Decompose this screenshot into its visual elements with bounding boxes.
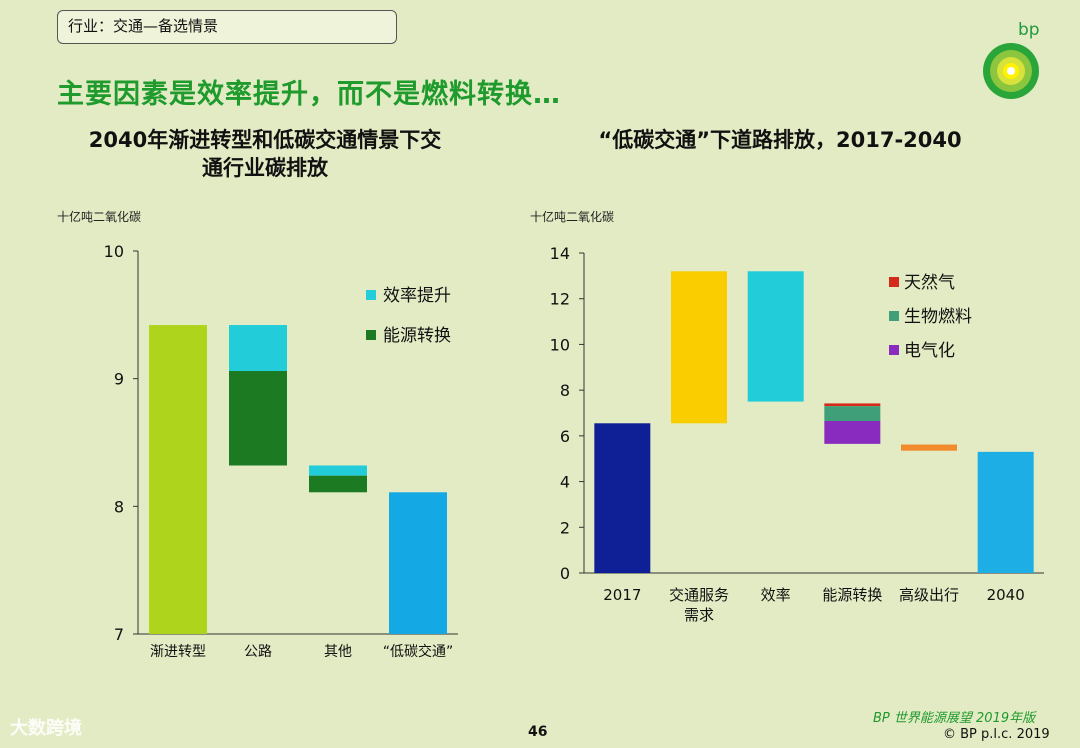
right-bar-5-total <box>977 451 1034 573</box>
page-number: 46 <box>528 724 548 740</box>
right-y-tick-label: 2 <box>560 518 570 537</box>
right-legend-label: 天然气 <box>904 273 955 293</box>
left-y-tick-label: 8 <box>114 497 124 516</box>
left-y-tick-label: 10 <box>104 242 124 261</box>
right-x-tick-label: 需求 <box>684 606 714 624</box>
watermark-text: 大数跨境 <box>10 718 82 739</box>
left-x-tick-label: “低碳交通” <box>383 643 454 660</box>
right-x-tick-label: 2017 <box>603 586 641 604</box>
right-legend-swatch <box>889 277 899 287</box>
left-bar-3-total <box>389 492 447 634</box>
left-x-tick-label: 其他 <box>324 644 352 660</box>
left-legend-label: 能源转换 <box>383 326 451 346</box>
right-legend-label: 生物燃料 <box>904 307 972 327</box>
footer-brand: BP 世界能源展望 2019年版 <box>873 711 1036 726</box>
left-y-tick-label: 7 <box>114 625 124 644</box>
left-bar-1-效率提升 <box>229 325 287 372</box>
left-x-tick-label: 渐进转型 <box>150 644 206 660</box>
right-chart-unit: 十亿吨二氧化碳 <box>530 210 615 224</box>
headline: 主要因素是效率提升，而不是燃料转换… <box>57 79 561 110</box>
right-x-tick-label: 高级出行 <box>899 586 959 604</box>
right-y-tick-label: 14 <box>550 244 570 263</box>
right-bar-1-increase <box>671 271 727 424</box>
right-y-tick-label: 0 <box>560 564 570 583</box>
left-bar-0-total <box>149 325 207 634</box>
right-legend-label: 电气化 <box>904 341 955 361</box>
right-legend-swatch <box>889 311 899 321</box>
right-x-tick-label: 能源转换 <box>822 586 882 604</box>
bp-logo-text: bp <box>1018 20 1040 40</box>
footer-copyright: © BP p.l.c. 2019 <box>943 727 1050 742</box>
right-y-tick-label: 4 <box>560 473 570 492</box>
right-x-tick-label: 效率 <box>761 586 791 604</box>
right-x-tick-label: 2040 <box>987 586 1025 604</box>
left-legend-swatch <box>366 290 376 300</box>
left-bar-1-能源转换 <box>229 371 287 466</box>
right-y-tick-label: 8 <box>560 381 570 400</box>
bp-helios-logo-icon <box>983 43 1039 99</box>
left-bar-2-能源转换 <box>309 475 367 493</box>
right-bar-0-total <box>594 423 651 573</box>
right-chart-title: “低碳交通”下道路排放，2017-2040 <box>598 128 962 152</box>
left-legend-label: 效率提升 <box>383 286 451 306</box>
right-y-tick-label: 10 <box>550 335 570 354</box>
left-x-tick-label: 公路 <box>244 644 272 660</box>
left-bar-2-效率提升 <box>309 465 367 476</box>
left-chart-title-line2: 通行业碳排放 <box>202 156 328 180</box>
right-y-tick-label: 12 <box>550 290 570 309</box>
right-bar-3-生物燃料 <box>824 406 881 421</box>
left-chart-unit: 十亿吨二氧化碳 <box>57 210 142 224</box>
left-chart-title-line1: 2040年渐进转型和低碳交通情景下交 <box>88 128 442 152</box>
right-bar-2-decrease <box>747 271 804 402</box>
section-tag: 行业：交通—备选情景 <box>57 10 397 44</box>
right-x-tick-label: 交通服务 <box>669 586 729 604</box>
right-bar-3-天然气 <box>824 403 881 407</box>
right-bar-3-电气化 <box>824 421 881 444</box>
right-legend-swatch <box>889 345 899 355</box>
left-chart-title: 2040年渐进转型和低碳交通情景下交 通行业碳排放 <box>40 126 490 182</box>
right-y-tick-label: 6 <box>560 427 570 446</box>
right-bar-4-decrease <box>901 444 957 451</box>
left-y-tick-label: 9 <box>114 370 124 389</box>
left-legend-swatch <box>366 330 376 340</box>
